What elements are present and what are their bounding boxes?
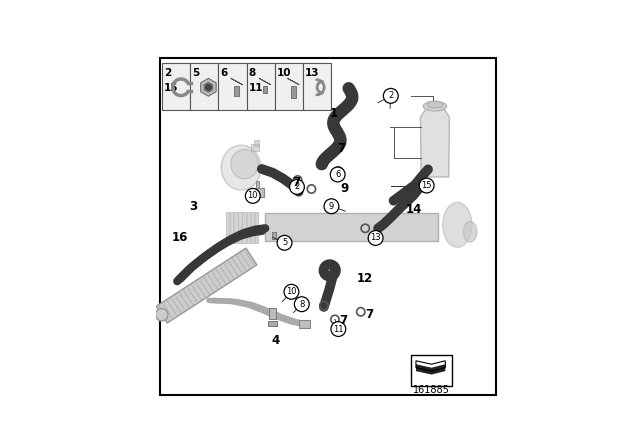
Bar <box>246 212 250 243</box>
Bar <box>243 212 246 243</box>
Text: 1: 1 <box>330 107 339 120</box>
Text: 9: 9 <box>329 202 334 211</box>
Text: 13: 13 <box>371 233 381 242</box>
Circle shape <box>324 199 339 214</box>
Polygon shape <box>156 248 257 323</box>
Text: 7: 7 <box>339 314 348 327</box>
Text: 2: 2 <box>164 68 171 78</box>
Circle shape <box>156 309 168 321</box>
Text: 4: 4 <box>271 334 280 347</box>
Bar <box>303 63 332 110</box>
Text: 16: 16 <box>172 231 188 244</box>
Bar <box>272 233 276 239</box>
Bar <box>218 63 246 110</box>
Text: 9: 9 <box>340 182 349 195</box>
Circle shape <box>245 189 260 203</box>
Text: 7: 7 <box>337 142 345 155</box>
Text: 10: 10 <box>286 287 297 296</box>
Polygon shape <box>204 82 212 92</box>
Bar <box>234 86 239 96</box>
Ellipse shape <box>463 221 477 242</box>
Text: 11: 11 <box>249 83 263 93</box>
Ellipse shape <box>231 150 259 179</box>
Text: 8: 8 <box>249 68 256 78</box>
Ellipse shape <box>427 101 443 108</box>
Bar <box>269 308 276 319</box>
Text: 15: 15 <box>421 181 432 190</box>
Text: 12: 12 <box>357 272 373 285</box>
Text: 6: 6 <box>220 68 228 78</box>
Ellipse shape <box>221 145 261 190</box>
Circle shape <box>368 231 383 246</box>
Bar <box>256 181 259 188</box>
Circle shape <box>289 180 305 194</box>
Polygon shape <box>287 78 300 85</box>
Circle shape <box>383 88 398 103</box>
Bar <box>226 212 229 243</box>
Bar <box>255 212 259 243</box>
Text: 2: 2 <box>294 182 300 191</box>
Text: 11: 11 <box>333 324 344 334</box>
Bar <box>190 63 218 110</box>
Circle shape <box>330 167 345 182</box>
Text: 8: 8 <box>299 300 305 309</box>
Text: 5: 5 <box>192 68 199 78</box>
Text: 13: 13 <box>305 68 320 78</box>
Bar <box>262 86 268 93</box>
Polygon shape <box>420 110 449 177</box>
Bar <box>265 213 438 241</box>
Text: 7: 7 <box>292 176 300 189</box>
Circle shape <box>277 235 292 250</box>
Circle shape <box>419 178 434 193</box>
Bar <box>268 322 277 326</box>
Bar <box>291 86 296 99</box>
Polygon shape <box>200 78 216 96</box>
Text: 10: 10 <box>248 191 258 200</box>
Circle shape <box>205 84 211 90</box>
Bar <box>275 63 303 110</box>
Text: 15: 15 <box>164 83 179 93</box>
Bar <box>246 63 275 110</box>
Circle shape <box>284 284 299 299</box>
Ellipse shape <box>443 202 472 247</box>
Circle shape <box>331 322 346 336</box>
Polygon shape <box>416 364 445 375</box>
Text: 5: 5 <box>282 238 287 247</box>
Text: 14: 14 <box>405 203 422 216</box>
Bar <box>251 144 259 151</box>
Bar <box>299 320 310 328</box>
Bar <box>238 212 242 243</box>
Ellipse shape <box>423 101 447 111</box>
Polygon shape <box>230 78 243 85</box>
Text: 10: 10 <box>277 68 291 78</box>
Polygon shape <box>259 78 271 85</box>
Text: 6: 6 <box>335 170 340 179</box>
Bar <box>234 212 237 243</box>
Text: 161885: 161885 <box>413 385 450 395</box>
Bar <box>162 63 190 110</box>
Bar <box>251 212 254 243</box>
Bar <box>230 212 234 243</box>
Text: 2: 2 <box>388 91 394 100</box>
Circle shape <box>294 297 309 312</box>
Bar <box>254 140 259 146</box>
Text: 3: 3 <box>189 200 197 213</box>
Bar <box>411 355 452 386</box>
Text: 7: 7 <box>365 308 374 321</box>
Bar <box>252 188 264 197</box>
